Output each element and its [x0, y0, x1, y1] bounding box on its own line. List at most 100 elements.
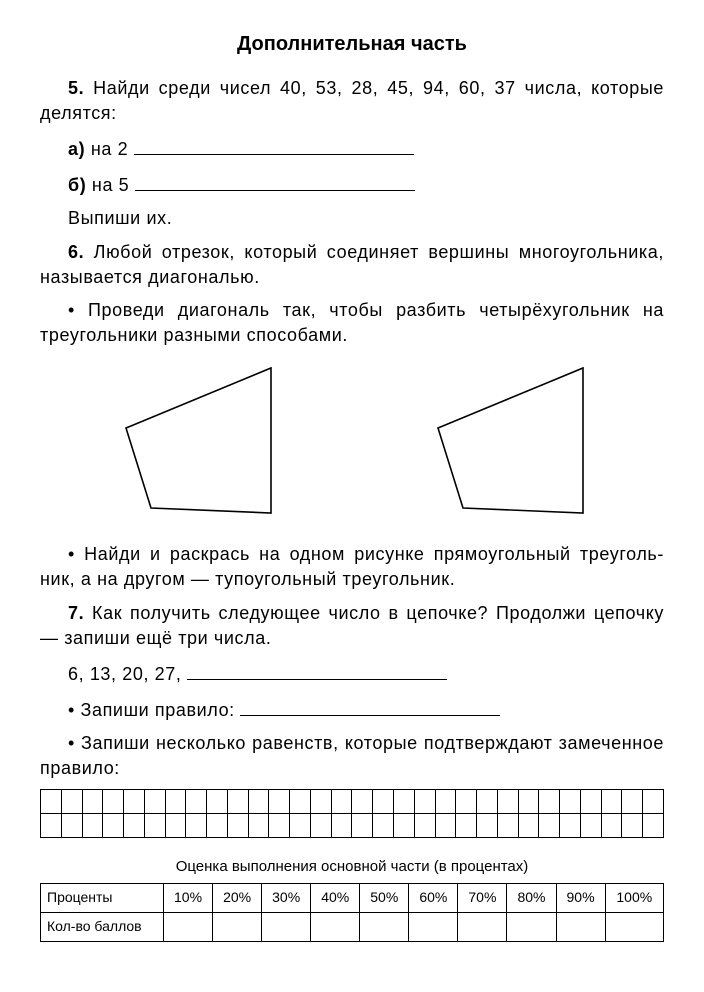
grid-cell[interactable]	[269, 790, 290, 814]
grid-cell[interactable]	[394, 790, 415, 814]
grid-cell[interactable]	[207, 814, 228, 838]
grid-cell[interactable]	[414, 814, 435, 838]
grid-cell[interactable]	[539, 790, 560, 814]
problem-6-text: Любой отрезок, который соединяет вершины…	[40, 242, 664, 287]
p5b-blank[interactable]	[135, 170, 415, 191]
quadrilateral-2	[408, 358, 608, 528]
grid-cell[interactable]	[477, 814, 498, 838]
problem-7-num: 7.	[68, 603, 84, 623]
p5b-text: на 5	[92, 175, 129, 195]
grid-cell[interactable]	[331, 814, 352, 838]
quadrilateral-1	[96, 358, 296, 528]
grid-cell[interactable]	[373, 790, 394, 814]
grid-cell[interactable]	[207, 790, 228, 814]
grid-row	[41, 814, 664, 838]
p7-rule-blank[interactable]	[240, 695, 500, 716]
grid-cell[interactable]	[61, 790, 82, 814]
problem-5-num: 5.	[68, 78, 84, 98]
grid-cell[interactable]	[186, 790, 207, 814]
grid-cell[interactable]	[643, 814, 664, 838]
eval-caption: Оценка выполнения основной части (в проц…	[40, 856, 664, 877]
eval-percent-cell: 90%	[556, 884, 605, 913]
grid-cell[interactable]	[622, 790, 643, 814]
eval-score-cell[interactable]	[311, 912, 360, 941]
grid-cell[interactable]	[456, 790, 477, 814]
grid-cell[interactable]	[560, 814, 581, 838]
grid-cell[interactable]	[41, 790, 62, 814]
grid-cell[interactable]	[144, 814, 165, 838]
answer-grid[interactable]	[40, 789, 664, 838]
grid-cell[interactable]	[290, 814, 311, 838]
grid-cell[interactable]	[103, 790, 124, 814]
grid-cell[interactable]	[331, 790, 352, 814]
eval-percent-cell: 10%	[164, 884, 213, 913]
grid-cell[interactable]	[414, 790, 435, 814]
grid-cell[interactable]	[352, 790, 373, 814]
grid-cell[interactable]	[560, 790, 581, 814]
grid-cell[interactable]	[248, 790, 269, 814]
grid-cell[interactable]	[124, 790, 145, 814]
grid-cell[interactable]	[269, 814, 290, 838]
eval-percent-cell: 80%	[507, 884, 556, 913]
grid-cell[interactable]	[456, 814, 477, 838]
eval-score-cell[interactable]	[605, 912, 663, 941]
grid-cell[interactable]	[601, 814, 622, 838]
grid-cell[interactable]	[41, 814, 62, 838]
eval-score-cell[interactable]	[213, 912, 262, 941]
grid-cell[interactable]	[518, 790, 539, 814]
eval-score-cell[interactable]	[409, 912, 458, 941]
grid-cell[interactable]	[497, 790, 518, 814]
grid-cell[interactable]	[227, 814, 248, 838]
grid-cell[interactable]	[394, 814, 415, 838]
p5a-blank[interactable]	[134, 134, 414, 155]
eval-score-cell[interactable]	[360, 912, 409, 941]
p7-bullet2: • Запиши несколько равенств, которые под…	[40, 731, 664, 781]
grid-cell[interactable]	[103, 814, 124, 838]
grid-cell[interactable]	[310, 790, 331, 814]
p7-sequence-blank[interactable]	[187, 659, 447, 680]
grid-cell[interactable]	[518, 814, 539, 838]
grid-cell[interactable]	[186, 814, 207, 838]
grid-cell[interactable]	[82, 814, 103, 838]
grid-cell[interactable]	[82, 790, 103, 814]
grid-cell[interactable]	[580, 790, 601, 814]
eval-table: Проценты 10%20%30%40%50%60%70%80%90%100%…	[40, 883, 664, 941]
eval-score-label: Кол-во баллов	[41, 912, 164, 941]
grid-cell[interactable]	[622, 814, 643, 838]
grid-cell[interactable]	[310, 814, 331, 838]
eval-row-score: Кол-во баллов	[41, 912, 664, 941]
grid-cell[interactable]	[248, 814, 269, 838]
eval-percent-cell: 60%	[409, 884, 458, 913]
problem-5a: а) на 2	[40, 134, 664, 162]
grid-cell[interactable]	[601, 790, 622, 814]
p5a-text: на 2	[91, 139, 128, 159]
problem-6: 6. Любой отрезок, который соединяет верш…	[40, 240, 664, 290]
grid-cell[interactable]	[539, 814, 560, 838]
grid-cell[interactable]	[290, 790, 311, 814]
grid-cell[interactable]	[165, 790, 186, 814]
p6-bullet1: • Проведи диагональ так, чтобы разбить ч…	[40, 298, 664, 348]
eval-percent-cell: 70%	[458, 884, 507, 913]
eval-score-cell[interactable]	[556, 912, 605, 941]
grid-cell[interactable]	[227, 790, 248, 814]
p7-sequence: 6, 13, 20, 27,	[68, 664, 181, 684]
grid-cell[interactable]	[352, 814, 373, 838]
grid-cell[interactable]	[144, 790, 165, 814]
grid-cell[interactable]	[373, 814, 394, 838]
grid-cell[interactable]	[580, 814, 601, 838]
eval-score-cell[interactable]	[458, 912, 507, 941]
eval-score-cell[interactable]	[164, 912, 213, 941]
grid-cell[interactable]	[643, 790, 664, 814]
quad1-poly	[126, 368, 271, 513]
p5b-label: б)	[68, 175, 86, 195]
grid-cell[interactable]	[435, 814, 456, 838]
grid-cell[interactable]	[124, 814, 145, 838]
grid-cell[interactable]	[477, 790, 498, 814]
grid-cell[interactable]	[435, 790, 456, 814]
grid-cell[interactable]	[61, 814, 82, 838]
eval-score-cell[interactable]	[507, 912, 556, 941]
eval-score-cell[interactable]	[262, 912, 311, 941]
page-title: Дополнительная часть	[40, 30, 664, 58]
grid-cell[interactable]	[497, 814, 518, 838]
grid-cell[interactable]	[165, 814, 186, 838]
